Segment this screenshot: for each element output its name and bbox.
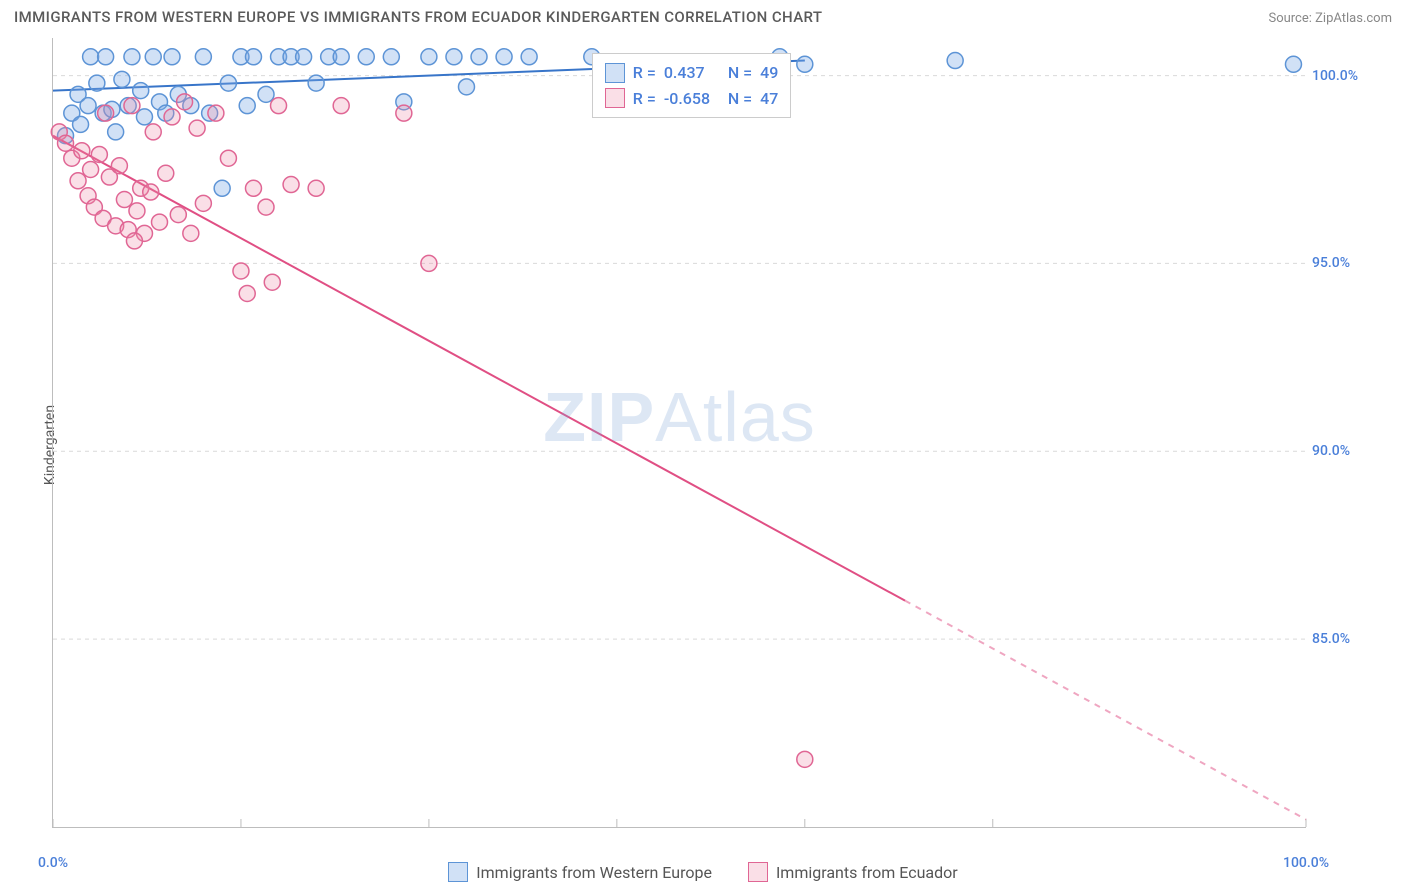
r-label: R = [633,60,656,86]
legend-swatch [605,88,625,108]
n-value: 47 [760,86,778,112]
legend-swatch [748,862,768,882]
chart-area: Kindergarten ZIPAtlas R =0.437N =49R =-0… [14,38,1392,852]
r-label: R = [633,86,656,112]
series-label: Immigrants from Western Europe [476,863,712,882]
scatter-plot: ZIPAtlas R =0.437N =49R =-0.658N =47 85.… [52,38,1306,828]
y-tick-label: 90.0% [1312,443,1390,459]
plot-svg [53,38,1306,827]
stats-legend-row: R = 0.437 N = 49 [605,60,779,86]
n-value: 49 [760,60,778,86]
r-value: 0.437 [664,60,720,86]
r-value: -0.658 [664,86,720,112]
stats-legend: R = 0.437 N = 49 R = -0.658 N = 47 [592,53,792,118]
y-tick-label: 85.0% [1312,631,1390,647]
series-legend: Immigrants from Western Europe Immigrants… [0,862,1406,882]
chart-title: IMMIGRANTS FROM WESTERN EUROPE VS IMMIGR… [14,8,822,26]
series-label: Immigrants from Ecuador [776,863,958,882]
series-legend-item: Immigrants from Ecuador [748,862,958,882]
stats-legend-row: R = -0.658 N = 47 [605,86,779,112]
y-tick-label: 100.0% [1312,68,1390,84]
n-label: N = [728,86,752,112]
n-label: N = [728,60,752,86]
legend-swatch [605,63,625,83]
legend-swatch [448,862,468,882]
y-tick-label: 95.0% [1312,255,1390,271]
source-label: Source: ZipAtlas.com [1268,11,1392,26]
series-legend-item: Immigrants from Western Europe [448,862,712,882]
